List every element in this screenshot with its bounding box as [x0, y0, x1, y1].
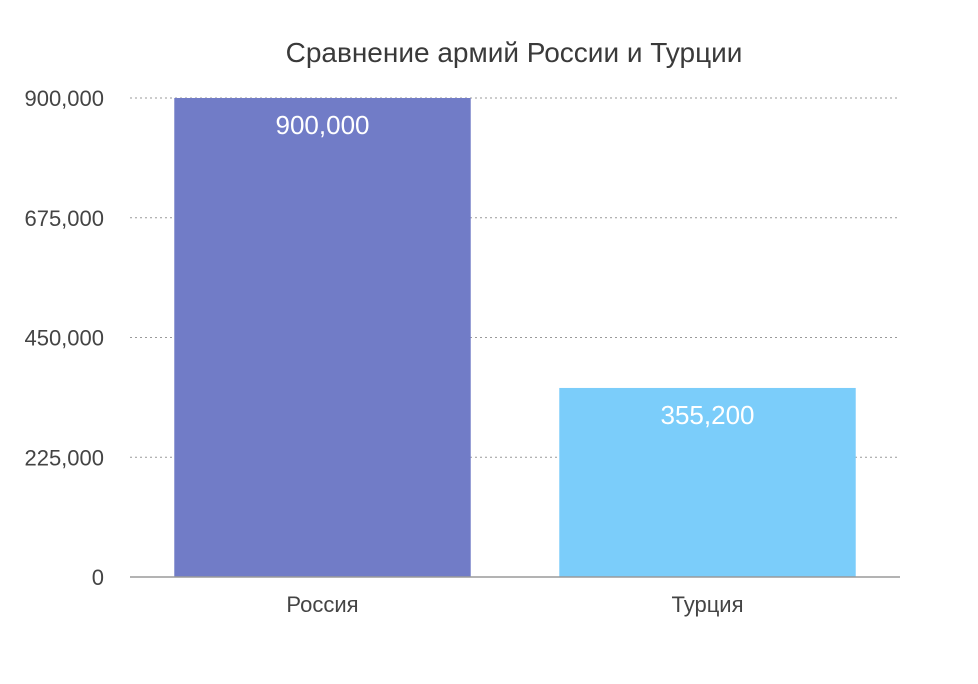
x-axis-categories: Россия Турция	[286, 592, 743, 617]
bar	[559, 387, 856, 577]
chart-title: Сравнение армий России и Турции	[286, 37, 743, 68]
y-tick-label: 450,000	[24, 326, 104, 351]
bar-value-label: 900,000	[276, 110, 370, 140]
bar-value-label: 355,200	[661, 400, 755, 430]
x-category-label: Турция	[672, 592, 744, 617]
y-tick-label: 225,000	[24, 445, 104, 470]
y-tick-label: 0	[92, 565, 104, 590]
x-category-label: Россия	[286, 592, 358, 617]
y-tick-label: 900,000	[24, 86, 104, 111]
bars	[174, 98, 856, 577]
y-axis-ticks: 0 225,000 450,000 675,000 900,000	[24, 86, 104, 590]
value-labels: 900,000 355,200	[276, 110, 755, 430]
y-tick-label: 675,000	[24, 206, 104, 231]
bar	[174, 98, 471, 577]
